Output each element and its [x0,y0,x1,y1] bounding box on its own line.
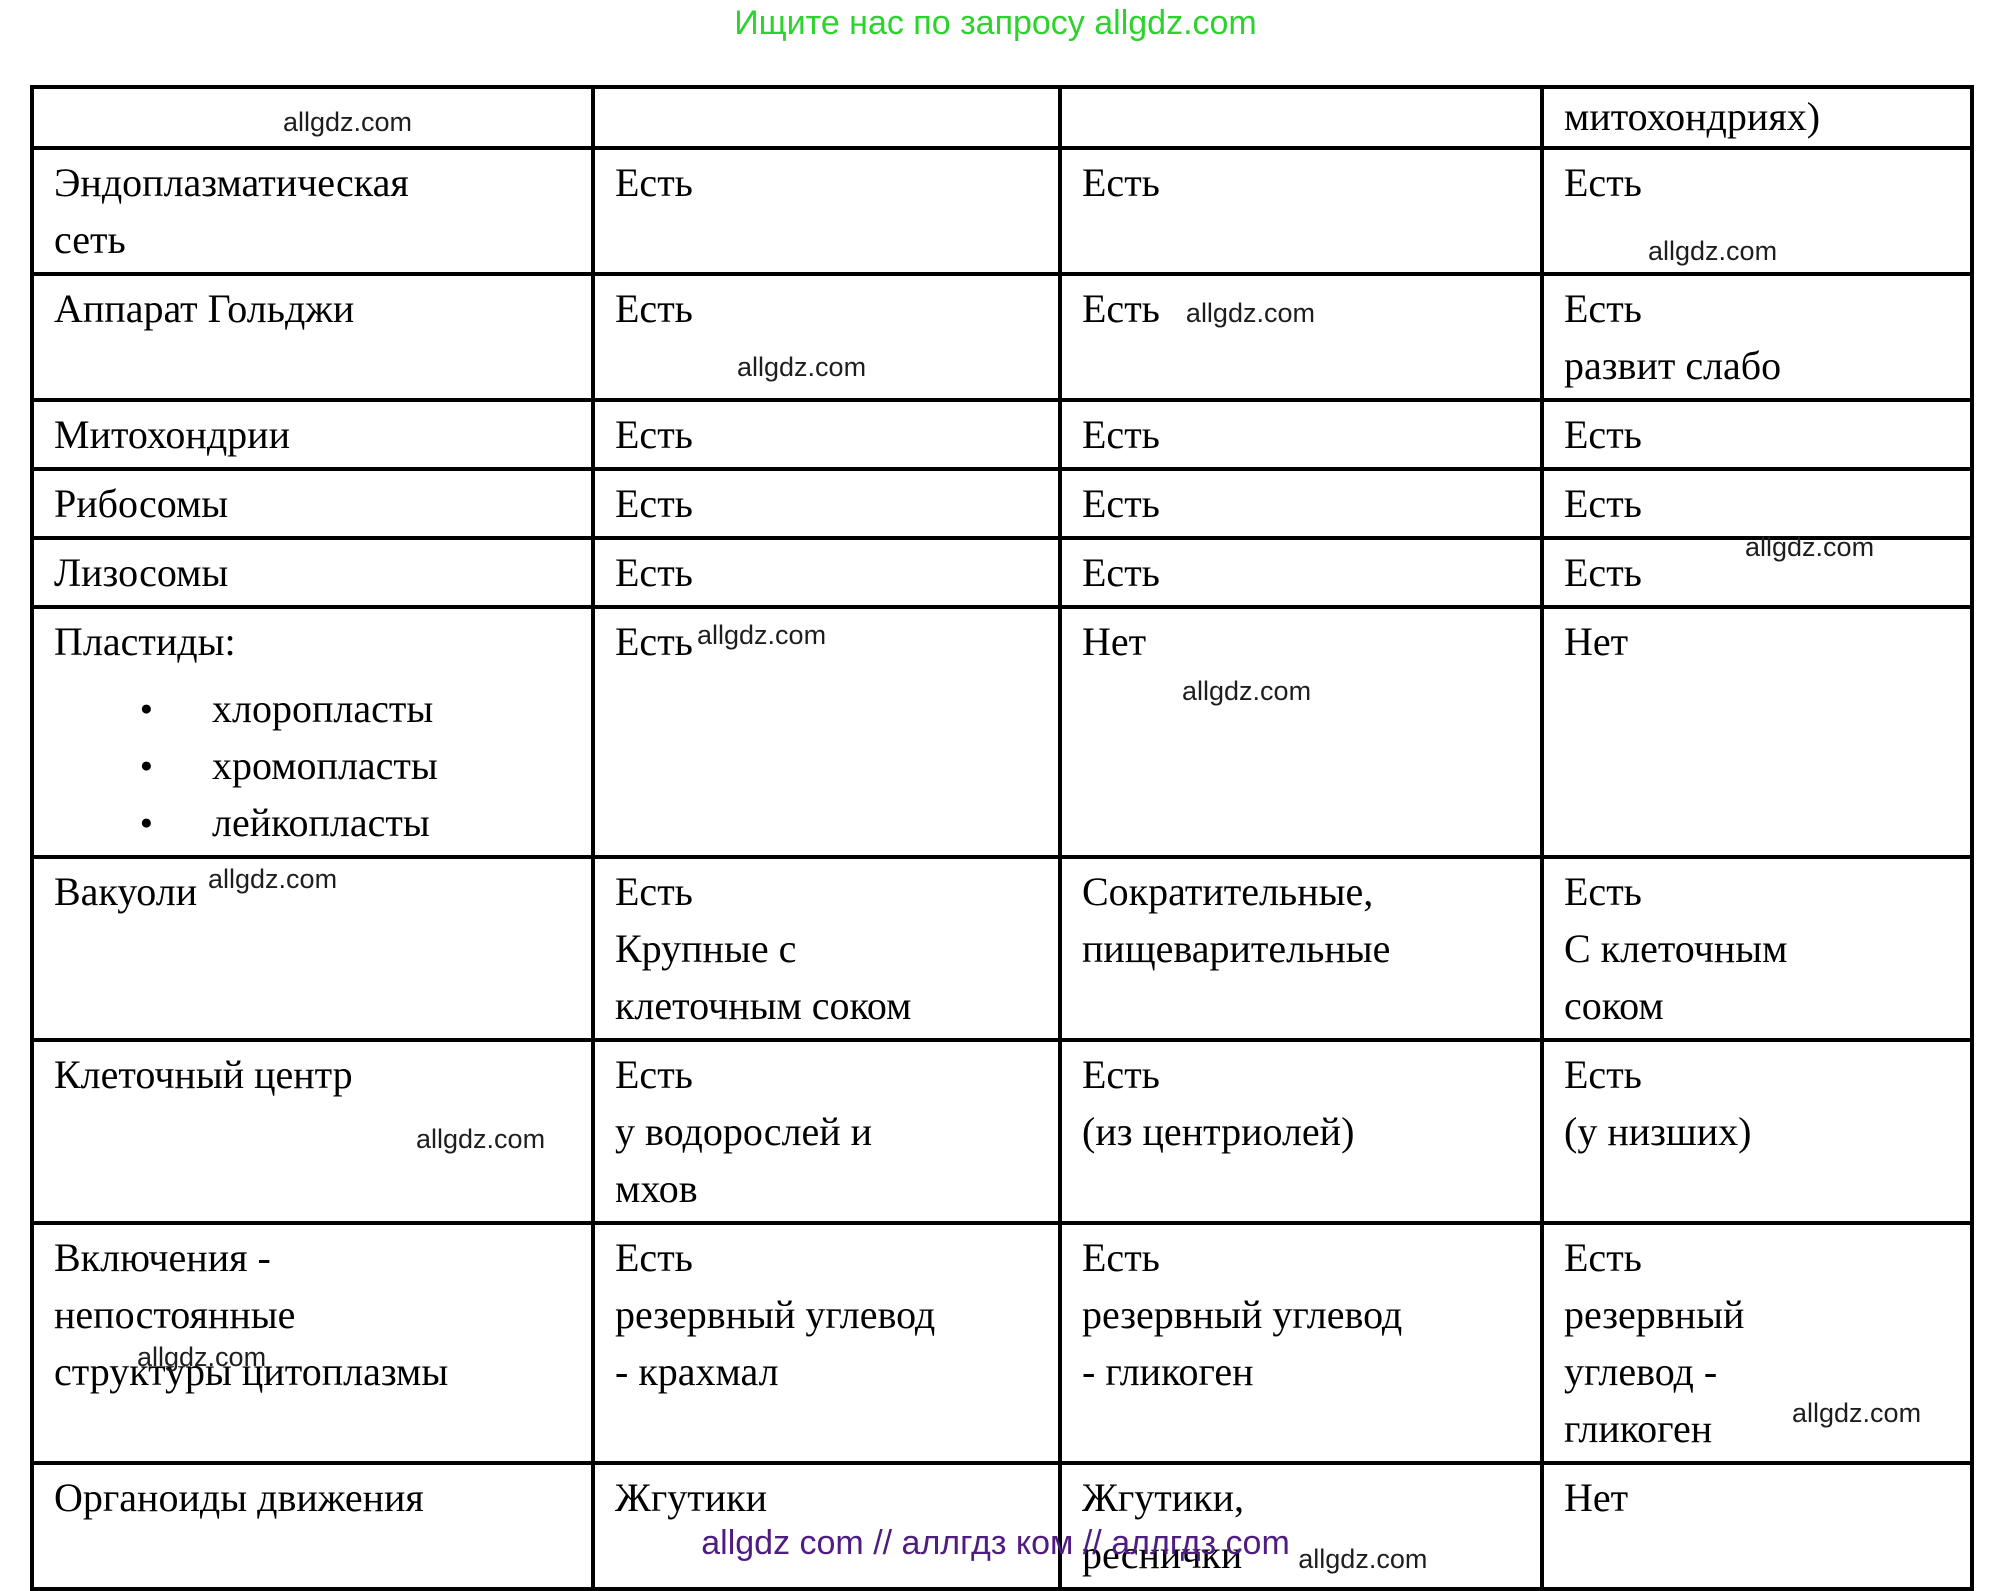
cell-organelle: Клеточный центр [30,1038,595,1225]
watermark-text: allgdz.com [1745,532,1875,562]
watermark-text: allgdz.com [416,1124,546,1154]
cell-value: Есть [591,605,1062,859]
header-cell-watermark: allgdz.com [30,85,595,150]
cell-value: Есть [1058,536,1544,609]
watermark-text: allgdz.com [697,620,827,650]
plastids-list: хлоропласты хромопласты лейкопласты [54,680,577,851]
watermark-text: allgdz.com [1182,676,1312,706]
list-item: хромопласты [140,737,577,794]
cell-value: Есть [591,536,1062,609]
organelle-table: allgdz.com митохондриях) Эндоплазматичес… [30,85,1974,1591]
cell-value: Есть [591,272,1062,402]
list-item: хлоропласты [140,680,577,737]
cell-value: Есть развит слабо [1540,272,1974,402]
cell-value: Есть [1540,398,1974,471]
watermark-text: allgdz.com [737,352,867,382]
watermark-text: allgdz.com [208,864,338,894]
cell-organelle: Включения - непостоянные структуры цитоп… [30,1221,595,1465]
header-cell-mitochondria: митохондриях) [1540,85,1974,150]
table-row: Включения - непостоянные структуры цитоп… [30,1221,1974,1465]
watermark-text: allgdz.com [137,1342,267,1372]
page-footer: allgdz com // аллгдз ком // аллгдз com [701,1524,1290,1562]
watermark-text: allgdz.com [1298,1544,1428,1574]
table-row: Вакуоли Есть Крупные с клеточным соком С… [30,855,1974,1042]
table-row: Эндоплазматическая сеть Есть Есть Есть [30,146,1974,276]
plastids-title: Пластиды: [54,619,236,664]
cell-organelle: Митохондрии [30,398,595,471]
cell-value: Есть [591,398,1062,471]
watermark-text: allgdz.com [1185,298,1315,328]
header-cell-empty [1058,85,1544,150]
table-header-row: allgdz.com митохондриях) [30,85,1974,150]
watermark-text: allgdz.com [1792,1398,1922,1428]
cell-value: Есть резервный углевод - гликоген [1058,1221,1544,1465]
cell-value: Есть [1058,146,1544,276]
cell-value: Есть Крупные с клеточным соком [591,855,1062,1042]
cell-value: Есть [1058,467,1544,540]
cell-value: Есть [1540,536,1974,609]
cell-value: Есть [1540,467,1974,540]
cell-organelle: Эндоплазматическая сеть [30,146,595,276]
cell-organelle: Лизосомы [30,536,595,609]
cell-value: Есть allgdz.com [1058,272,1544,402]
cell-organelle: Органоиды движения [30,1461,595,1591]
list-item: лейкопласты [140,794,577,851]
cell-line: Жгутики, [1082,1475,1244,1520]
cell-value: Есть резервный углевод - крахмал [591,1221,1062,1465]
cell-value: Есть С клеточным соком [1540,855,1974,1042]
header-cell-empty [591,85,1062,150]
cell-value: Есть [591,467,1062,540]
cell-value: Есть резервный углевод - гликоген [1540,1221,1974,1465]
table-row: Лизосомы Есть Есть Есть [30,536,1974,609]
cell-line: реснички allgdz.com [1082,1532,1428,1577]
table-row: Митохондрии Есть Есть Есть [30,398,1974,471]
table-row: Пластиды: хлоропласты хромопласты лейкоп… [30,605,1974,859]
cell-value: Сократительные, пищеварительные [1058,855,1544,1042]
cell-organelle: Аппарат Гольджи [30,272,595,402]
table-row: Клеточный центр Есть у водорослей и мхов… [30,1038,1974,1225]
cell-organelle: Пластиды: хлоропласты хромопласты лейкоп… [30,605,595,859]
cell-value: Нет [1540,1461,1974,1591]
header-text: митохондриях) [1564,94,1821,139]
watermark-text: allgdz.com [282,107,413,137]
table-row: Рибосомы Есть Есть Есть [30,467,1974,540]
cell-value: Есть (у низших) [1540,1038,1974,1225]
cell-value: Нет [1058,605,1544,859]
cell-value: Есть [1058,398,1544,471]
watermark-text: allgdz.com [1648,236,1778,266]
cell-value: Есть [1540,146,1974,276]
cell-organelle: Вакуоли [30,855,595,1042]
cell-organelle: Рибосомы [30,467,595,540]
cell-value: Есть [591,146,1062,276]
page-title: Ищите нас по запросу allgdz.com [734,4,1257,42]
table-row: Аппарат Гольджи Есть Есть allgdz.com Есть… [30,272,1974,402]
cell-value: Есть у водорослей и мхов [591,1038,1062,1225]
cell-value: Есть (из центриолей) [1058,1038,1544,1225]
cell-value: Нет [1540,605,1974,859]
